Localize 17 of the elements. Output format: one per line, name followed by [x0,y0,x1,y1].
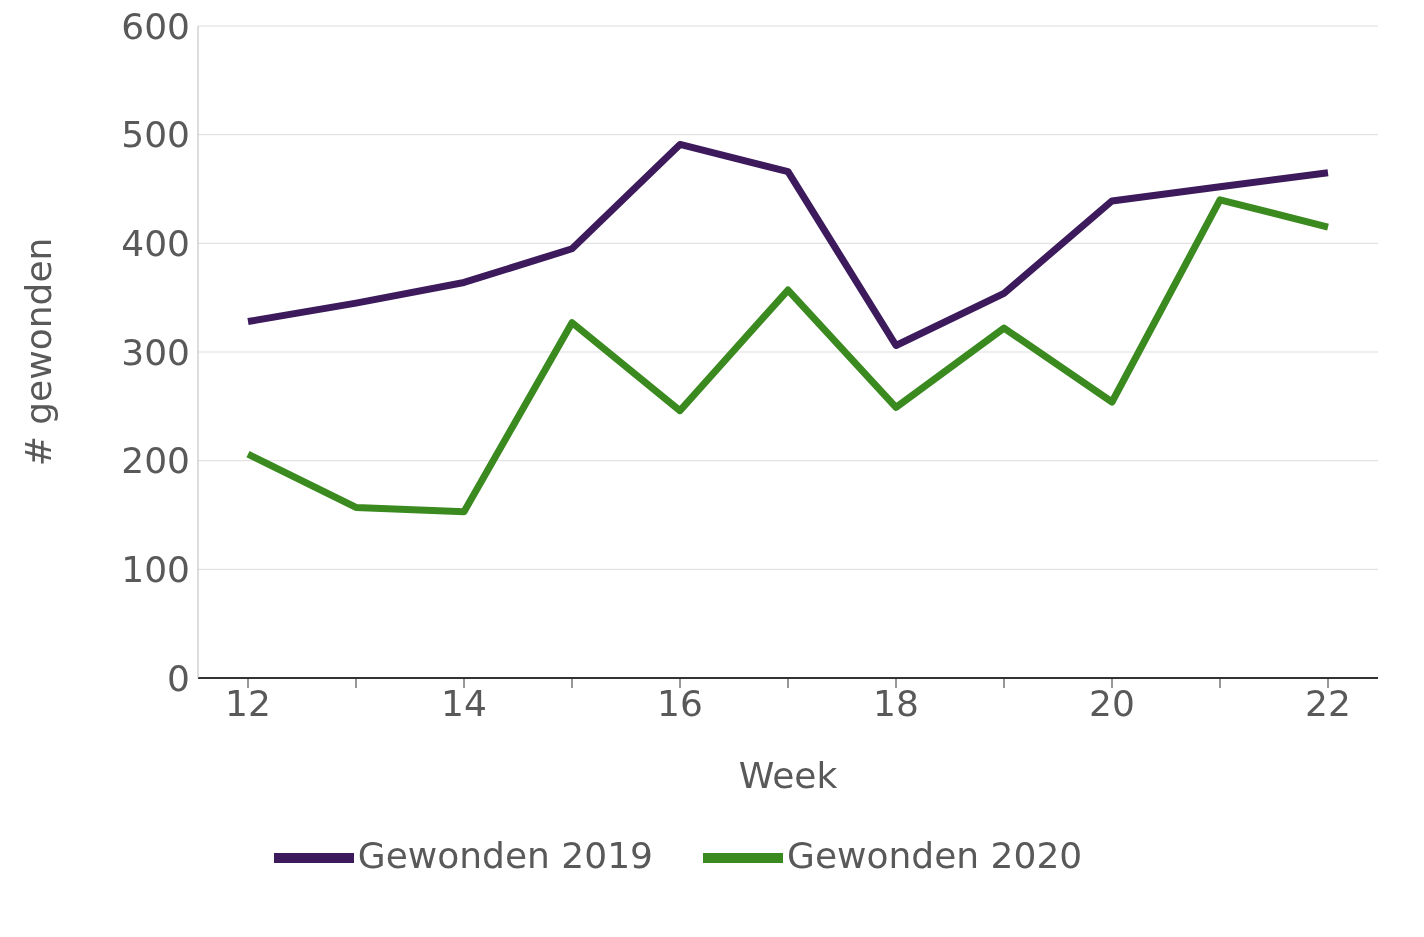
x-tick-label: 16 [657,682,703,724]
y-axis-title: # gewonden [17,237,59,467]
x-tick-label: 18 [873,682,919,724]
x-tick-label: 12 [225,682,271,724]
y-tick-label: 200 [121,440,190,482]
legend-label: Gewonden 2019 [357,835,653,876]
y-tick-label: 100 [121,549,190,591]
y-tick-label: 600 [121,5,190,47]
y-tick-label: 0 [167,657,190,699]
y-tick-label: 300 [121,331,190,373]
x-tick-label: 20 [1089,682,1135,724]
x-tick-label: 22 [1305,682,1351,724]
x-axis-title: Week [738,755,838,796]
y-tick-label: 400 [121,223,190,265]
y-tick-label: 500 [121,114,190,156]
legend-label: Gewonden 2020 [787,835,1083,876]
x-tick-label: 14 [441,682,487,724]
